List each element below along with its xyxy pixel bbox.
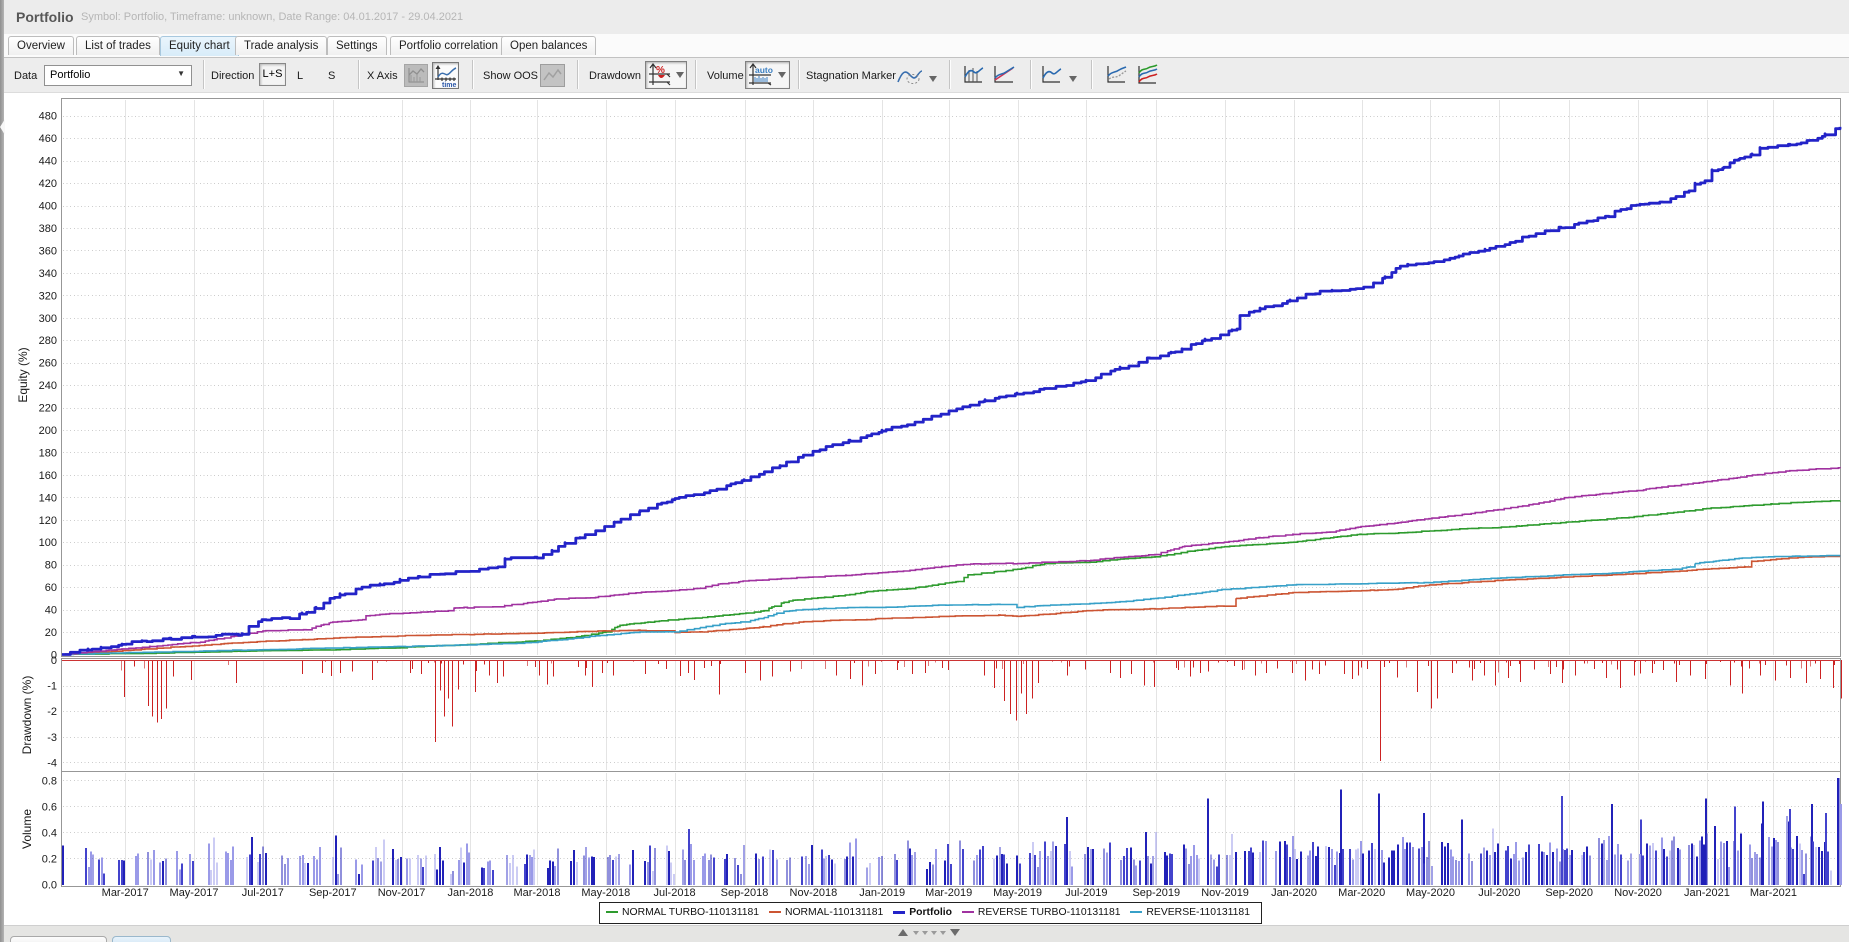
svg-text:260: 260 — [39, 358, 57, 370]
svg-text:Sep-2018: Sep-2018 — [721, 887, 769, 899]
svg-text:Nov-2020: Nov-2020 — [1614, 887, 1662, 899]
svg-text:Jul-2019: Jul-2019 — [1065, 887, 1107, 899]
svg-text:420: 420 — [39, 178, 57, 190]
svg-text:Sep-2017: Sep-2017 — [309, 887, 357, 899]
svg-text:40: 40 — [45, 605, 57, 617]
svg-text:0.6: 0.6 — [42, 802, 57, 814]
svg-text:Jan-2021: Jan-2021 — [1684, 887, 1730, 899]
svg-text:Drawdown (%): Drawdown (%) — [20, 676, 34, 755]
svg-text:May-2019: May-2019 — [993, 887, 1042, 899]
svg-text:360: 360 — [39, 245, 57, 257]
svg-text:60: 60 — [45, 582, 57, 594]
svg-text:220: 220 — [39, 403, 57, 415]
svg-text:180: 180 — [39, 447, 57, 459]
svg-text:380: 380 — [39, 223, 57, 235]
svg-text:0: 0 — [51, 650, 57, 662]
svg-text:80: 80 — [45, 560, 57, 572]
svg-text:May-2017: May-2017 — [170, 887, 219, 899]
svg-text:Jul-2020: Jul-2020 — [1478, 887, 1520, 899]
svg-text:Mar-2020: Mar-2020 — [1338, 887, 1385, 899]
svg-text:0.8: 0.8 — [42, 776, 57, 788]
svg-text:Jan-2018: Jan-2018 — [447, 887, 493, 899]
svg-text:0.0: 0.0 — [42, 880, 57, 892]
svg-text:time: time — [442, 82, 457, 88]
svg-text:-4: -4 — [47, 757, 57, 769]
svg-text:Mar-2017: Mar-2017 — [102, 887, 149, 899]
svg-text:20: 20 — [45, 627, 57, 639]
svg-text:340: 340 — [39, 268, 57, 280]
svg-text:Sep-2020: Sep-2020 — [1545, 887, 1593, 899]
svg-text:-3: -3 — [47, 732, 57, 744]
svg-text:-1: -1 — [47, 681, 57, 693]
svg-text:Jul-2018: Jul-2018 — [653, 887, 695, 899]
svg-text:400: 400 — [39, 201, 57, 213]
svg-text:Nov-2017: Nov-2017 — [378, 887, 426, 899]
svg-text:Mar-2021: Mar-2021 — [1750, 887, 1797, 899]
svg-text:0.4: 0.4 — [42, 828, 57, 840]
svg-text:200: 200 — [39, 425, 57, 437]
svg-text:Jan-2020: Jan-2020 — [1271, 887, 1317, 899]
svg-text:280: 280 — [39, 335, 57, 347]
svg-text:120: 120 — [39, 515, 57, 527]
svg-text:0.2: 0.2 — [42, 854, 57, 866]
svg-text:%: % — [656, 65, 665, 76]
svg-text:Jan-2019: Jan-2019 — [859, 887, 905, 899]
svg-text:Equity (%): Equity (%) — [16, 347, 30, 402]
svg-text:240: 240 — [39, 380, 57, 392]
svg-text:160: 160 — [39, 470, 57, 482]
svg-text:140: 140 — [39, 492, 57, 504]
svg-text:Nov-2019: Nov-2019 — [1201, 887, 1249, 899]
svg-text:440: 440 — [39, 156, 57, 168]
svg-text:480: 480 — [39, 111, 57, 123]
svg-text:Sep-2019: Sep-2019 — [1132, 887, 1180, 899]
svg-text:Mar-2018: Mar-2018 — [513, 887, 560, 899]
svg-text:Mar-2019: Mar-2019 — [925, 887, 972, 899]
svg-text:460: 460 — [39, 133, 57, 145]
svg-text:auto: auto — [755, 65, 773, 75]
svg-text:300: 300 — [39, 313, 57, 325]
svg-text:0: 0 — [51, 655, 57, 667]
svg-text:May-2018: May-2018 — [581, 887, 630, 899]
svg-text:May-2020: May-2020 — [1406, 887, 1455, 899]
svg-text:320: 320 — [39, 290, 57, 302]
svg-text:100: 100 — [39, 537, 57, 549]
svg-text:Nov-2018: Nov-2018 — [790, 887, 838, 899]
svg-text:Jul-2017: Jul-2017 — [242, 887, 284, 899]
svg-text:-2: -2 — [47, 706, 57, 718]
svg-text:Volume: Volume — [20, 809, 34, 849]
